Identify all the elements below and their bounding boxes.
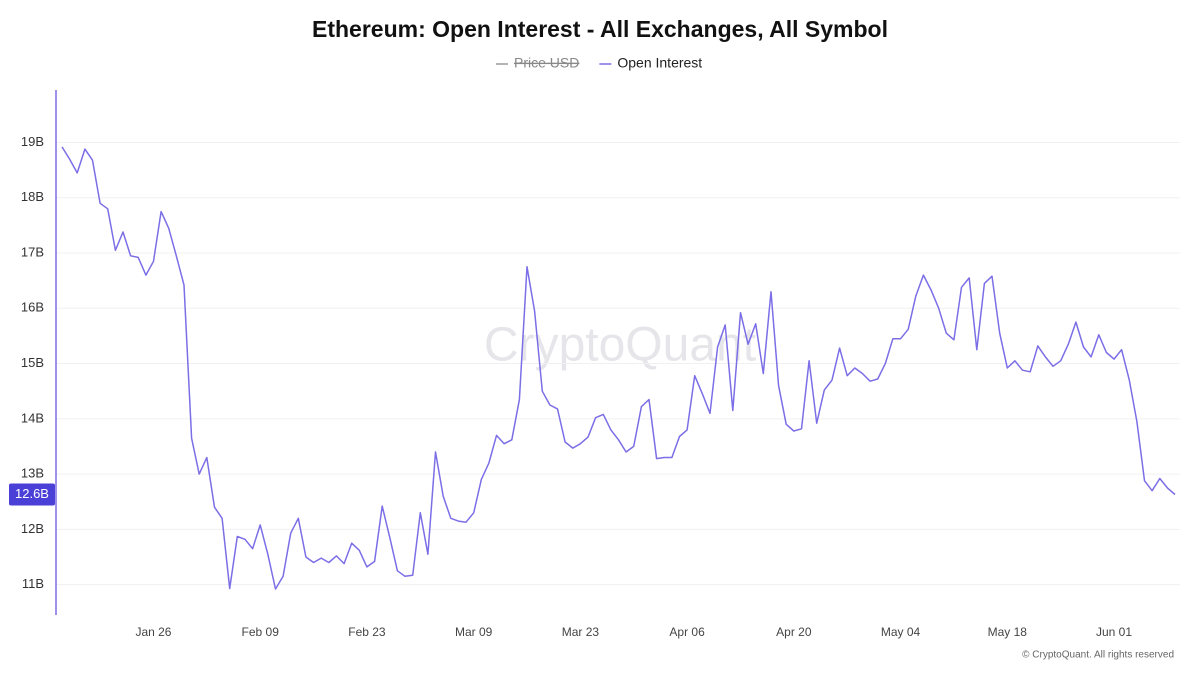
x-tick-label: Apr 20 <box>776 625 812 639</box>
x-tick-label: Jan 26 <box>135 625 171 639</box>
legend-label: Price USD <box>514 55 579 71</box>
legend: Price USD Open Interest <box>496 55 702 71</box>
x-tick-label: Feb 09 <box>242 625 280 639</box>
y-tick-label: 16B <box>21 300 44 315</box>
x-tick-label: Jun 01 <box>1096 625 1132 639</box>
y-tick-label: 11B <box>22 576 44 591</box>
y-tick-label: 12B <box>21 521 44 536</box>
y-tick-label: 19B <box>21 134 44 149</box>
x-tick-label: Mar 09 <box>455 625 493 639</box>
x-tick-label: May 18 <box>988 625 1028 639</box>
y-tick-label: 15B <box>21 355 44 370</box>
y-tick-label: 18B <box>21 189 44 204</box>
x-tick-label: Feb 23 <box>348 625 386 639</box>
y-tick-label: 17B <box>21 244 44 259</box>
watermark: CryptoQuant <box>484 319 756 372</box>
x-tick-label: Mar 23 <box>562 625 600 639</box>
chart-title: Ethereum: Open Interest - All Exchanges,… <box>312 16 888 42</box>
legend-label: Open Interest <box>617 55 702 71</box>
x-tick-label: May 04 <box>881 625 921 639</box>
x-tick-label: Apr 06 <box>669 625 705 639</box>
y-tick-label: 13B <box>21 466 44 481</box>
y-tick-label: 14B <box>21 410 44 425</box>
last-value-box <box>9 483 55 506</box>
footer: © CryptoQuant. All rights reserved <box>1022 650 1174 661</box>
series-line <box>61 146 1176 590</box>
last-value-label: 12.6B <box>15 486 49 501</box>
